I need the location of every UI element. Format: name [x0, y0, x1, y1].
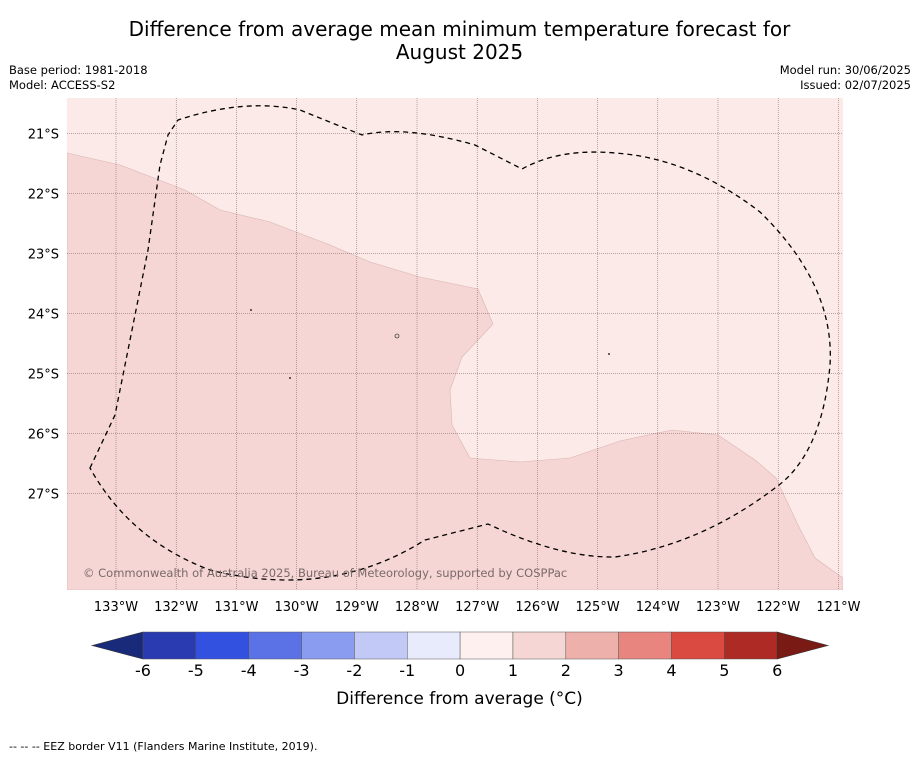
lon-tick-label: 127°W — [455, 600, 499, 615]
colorbar-tick-label: -1 — [399, 661, 415, 680]
anomaly-region-1-to-2 — [67, 152, 843, 590]
lat-tick-label: 22°S — [28, 188, 59, 203]
colorbar-extend-high — [776, 631, 830, 660]
colorbar-segment — [301, 631, 355, 660]
lon-tick-label: 130°W — [275, 600, 319, 615]
lon-tick-label: 129°W — [335, 600, 379, 615]
lon-tick-label: 131°W — [214, 600, 258, 615]
longitude-labels: 133°W 132°W 131°W 130°W 129°W 128°W 127°W 126°W… — [94, 600, 861, 615]
title-line-2: August 2025 — [395, 40, 524, 64]
colorbar-tick-label: -3 — [294, 661, 310, 680]
model-run: Model run: 30/06/2025 — [779, 63, 911, 77]
graticule — [67, 98, 843, 590]
colorbar-tick-label: 4 — [666, 661, 676, 680]
lon-tick-label: 132°W — [154, 600, 198, 615]
colorbar-extend-low — [90, 631, 144, 660]
colorbar-segment — [354, 631, 408, 660]
lon-tick-label: 128°W — [395, 600, 439, 615]
colorbar: -6 -5 -4 -3 -2 -1 0 1 2 3 4 5 6 — [90, 631, 830, 680]
lon-tick-label: 126°W — [515, 600, 559, 615]
colorbar-tick-label: 0 — [455, 661, 465, 680]
colorbar-tick-label: 6 — [772, 661, 782, 680]
title-line-1: Difference from average mean minimum tem… — [128, 17, 791, 41]
lat-tick-label: 26°S — [28, 428, 59, 443]
island-dots — [250, 309, 610, 379]
colorbar-segment — [724, 631, 778, 660]
lon-tick-label: 123°W — [696, 600, 740, 615]
colorbar-segment — [248, 631, 302, 660]
model-name: Model: ACCESS-S2 — [9, 78, 116, 92]
lat-tick-label: 24°S — [28, 308, 59, 323]
colorbar-tick-label: -2 — [346, 661, 362, 680]
copyright-notice: © Commonwealth of Australia 2025, Bureau… — [83, 566, 567, 580]
colorbar-segment — [407, 631, 461, 660]
colorbar-tick-label: 2 — [561, 661, 571, 680]
lon-tick-label: 124°W — [636, 600, 680, 615]
lat-tick-label: 21°S — [28, 128, 59, 143]
lat-tick-label: 25°S — [28, 368, 59, 383]
meta-left: Base period: 1981-2018 Model: ACCESS-S2 — [9, 63, 148, 93]
colorbar-tick-label: -4 — [241, 661, 257, 680]
colorbar-tick-label: 1 — [508, 661, 518, 680]
map-figure: © Commonwealth of Australia 2025, Bureau… — [28, 98, 861, 680]
lon-tick-label: 125°W — [576, 600, 620, 615]
lon-tick-label: 122°W — [756, 600, 800, 615]
colorbar-segment — [618, 631, 672, 660]
colorbar-tick-label: -5 — [188, 661, 204, 680]
latitude-labels: 21°S 22°S 23°S 24°S 25°S 26°S 27°S — [28, 128, 59, 503]
base-period: Base period: 1981-2018 — [9, 63, 148, 77]
footer-note: -- -- -- EEZ border V11 (Flanders Marine… — [9, 740, 318, 753]
colorbar-segment — [195, 631, 249, 660]
colorbar-segment — [671, 631, 725, 660]
colorbar-segment — [142, 631, 197, 660]
meta-right: Model run: 30/06/2025 Issued: 02/07/2025 — [780, 63, 911, 93]
colorbar-tick-label: 5 — [719, 661, 729, 680]
colorbar-label: Difference from average (°C) — [336, 689, 583, 709]
lat-tick-label: 27°S — [28, 488, 59, 503]
colorbar-segment — [565, 631, 619, 660]
lat-tick-label: 23°S — [28, 248, 59, 263]
chart-title: Difference from average mean minimum tem… — [0, 18, 919, 64]
colorbar-tick-label: 3 — [614, 661, 624, 680]
colorbar-segment — [512, 631, 567, 660]
lon-tick-label: 133°W — [94, 600, 138, 615]
colorbar-segment — [459, 631, 514, 660]
issued-date: Issued: 02/07/2025 — [800, 78, 911, 92]
lon-tick-label: 121°W — [816, 600, 860, 615]
eez-border — [89, 105, 831, 581]
colorbar-tick-label: -6 — [135, 661, 151, 680]
